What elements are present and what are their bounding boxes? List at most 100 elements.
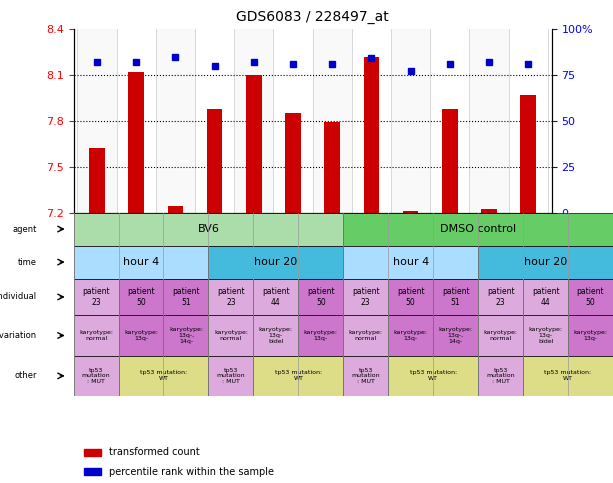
FancyBboxPatch shape xyxy=(568,315,613,355)
FancyBboxPatch shape xyxy=(164,315,208,355)
Text: karyotype:
13q-: karyotype: 13q- xyxy=(574,330,607,341)
Text: patient
50: patient 50 xyxy=(307,287,335,307)
Text: patient
44: patient 44 xyxy=(262,287,290,307)
Text: karyotype:
normal: karyotype: normal xyxy=(79,330,113,341)
Title: GDS6083 / 228497_at: GDS6083 / 228497_at xyxy=(236,10,389,24)
FancyBboxPatch shape xyxy=(433,279,478,315)
Text: individual: individual xyxy=(0,292,37,301)
Text: patient
51: patient 51 xyxy=(442,287,470,307)
FancyBboxPatch shape xyxy=(253,279,299,315)
Text: BV6: BV6 xyxy=(197,224,219,234)
Bar xyxy=(246,75,262,213)
Text: patient
44: patient 44 xyxy=(531,287,560,307)
Text: percentile rank within the sample: percentile rank within the sample xyxy=(109,467,273,477)
FancyBboxPatch shape xyxy=(343,315,388,355)
Text: karyotype:
13q-,
14q-: karyotype: 13q-, 14q- xyxy=(439,327,473,344)
FancyBboxPatch shape xyxy=(299,279,343,315)
FancyBboxPatch shape xyxy=(74,213,343,245)
Text: tp53
mutation
: MUT: tp53 mutation : MUT xyxy=(216,368,245,384)
FancyBboxPatch shape xyxy=(74,355,118,396)
Text: patient
51: patient 51 xyxy=(172,287,200,307)
Bar xyxy=(273,29,313,213)
Bar xyxy=(167,206,183,213)
FancyBboxPatch shape xyxy=(478,355,523,396)
Bar xyxy=(207,109,223,213)
FancyBboxPatch shape xyxy=(388,355,478,396)
FancyBboxPatch shape xyxy=(118,315,164,355)
FancyBboxPatch shape xyxy=(74,315,118,355)
FancyBboxPatch shape xyxy=(208,279,253,315)
FancyBboxPatch shape xyxy=(388,315,433,355)
FancyBboxPatch shape xyxy=(118,355,208,396)
FancyBboxPatch shape xyxy=(523,279,568,315)
FancyBboxPatch shape xyxy=(478,245,613,279)
Bar xyxy=(234,29,273,213)
Bar xyxy=(129,72,144,213)
Text: patient
50: patient 50 xyxy=(397,287,425,307)
FancyBboxPatch shape xyxy=(388,279,433,315)
Text: karyotype:
13q-,
14q-: karyotype: 13q-, 14q- xyxy=(169,327,203,344)
Text: patient
50: patient 50 xyxy=(577,287,604,307)
Bar xyxy=(85,469,101,475)
Text: hour 20: hour 20 xyxy=(524,257,567,267)
Text: hour 20: hour 20 xyxy=(254,257,297,267)
FancyBboxPatch shape xyxy=(523,355,613,396)
Bar xyxy=(85,449,101,456)
FancyBboxPatch shape xyxy=(208,245,343,279)
Text: tp53
mutation
: MUT: tp53 mutation : MUT xyxy=(82,368,110,384)
Text: time: time xyxy=(18,257,37,267)
FancyBboxPatch shape xyxy=(478,315,523,355)
Text: karyotype:
13q-
bidel: karyotype: 13q- bidel xyxy=(528,327,563,344)
Text: patient
23: patient 23 xyxy=(487,287,514,307)
Bar xyxy=(391,29,430,213)
Bar xyxy=(324,122,340,213)
FancyBboxPatch shape xyxy=(118,279,164,315)
Bar xyxy=(77,29,116,213)
Bar xyxy=(195,29,234,213)
Text: agent: agent xyxy=(12,225,37,234)
Text: tp53 mutation:
WT: tp53 mutation: WT xyxy=(275,370,322,381)
FancyBboxPatch shape xyxy=(253,315,299,355)
FancyBboxPatch shape xyxy=(74,279,118,315)
Bar xyxy=(403,211,419,213)
FancyBboxPatch shape xyxy=(164,279,208,315)
Text: karyotype:
normal: karyotype: normal xyxy=(214,330,248,341)
Bar xyxy=(442,109,458,213)
Text: patient
50: patient 50 xyxy=(127,287,155,307)
FancyBboxPatch shape xyxy=(568,279,613,315)
FancyBboxPatch shape xyxy=(433,315,478,355)
Bar xyxy=(509,29,548,213)
Bar xyxy=(313,29,352,213)
Text: transformed count: transformed count xyxy=(109,447,199,457)
FancyBboxPatch shape xyxy=(74,245,208,279)
FancyBboxPatch shape xyxy=(343,245,478,279)
Text: karyotype:
13q-
bidel: karyotype: 13q- bidel xyxy=(259,327,293,344)
Bar xyxy=(364,57,379,213)
Text: patient
23: patient 23 xyxy=(217,287,245,307)
Text: karyotype:
13q-: karyotype: 13q- xyxy=(124,330,158,341)
Text: patient
23: patient 23 xyxy=(352,287,379,307)
FancyBboxPatch shape xyxy=(208,355,253,396)
Text: karyotype:
13q-: karyotype: 13q- xyxy=(304,330,338,341)
Text: genotype/variation: genotype/variation xyxy=(0,331,37,340)
Bar xyxy=(481,210,497,213)
Text: karyotype:
13q-: karyotype: 13q- xyxy=(394,330,428,341)
Bar xyxy=(470,29,509,213)
Bar xyxy=(430,29,470,213)
Text: tp53
mutation
: MUT: tp53 mutation : MUT xyxy=(486,368,515,384)
FancyBboxPatch shape xyxy=(343,279,388,315)
Text: other: other xyxy=(14,371,37,381)
Text: karyotype:
normal: karyotype: normal xyxy=(484,330,517,341)
FancyBboxPatch shape xyxy=(478,279,523,315)
Text: hour 4: hour 4 xyxy=(392,257,429,267)
FancyBboxPatch shape xyxy=(253,355,343,396)
Text: DMSO control: DMSO control xyxy=(440,224,516,234)
Text: tp53
mutation
: MUT: tp53 mutation : MUT xyxy=(351,368,380,384)
Text: tp53 mutation:
WT: tp53 mutation: WT xyxy=(140,370,187,381)
Text: karyotype:
normal: karyotype: normal xyxy=(349,330,383,341)
FancyBboxPatch shape xyxy=(523,315,568,355)
FancyBboxPatch shape xyxy=(343,355,388,396)
FancyBboxPatch shape xyxy=(208,315,253,355)
Bar xyxy=(285,113,301,213)
FancyBboxPatch shape xyxy=(343,213,613,245)
